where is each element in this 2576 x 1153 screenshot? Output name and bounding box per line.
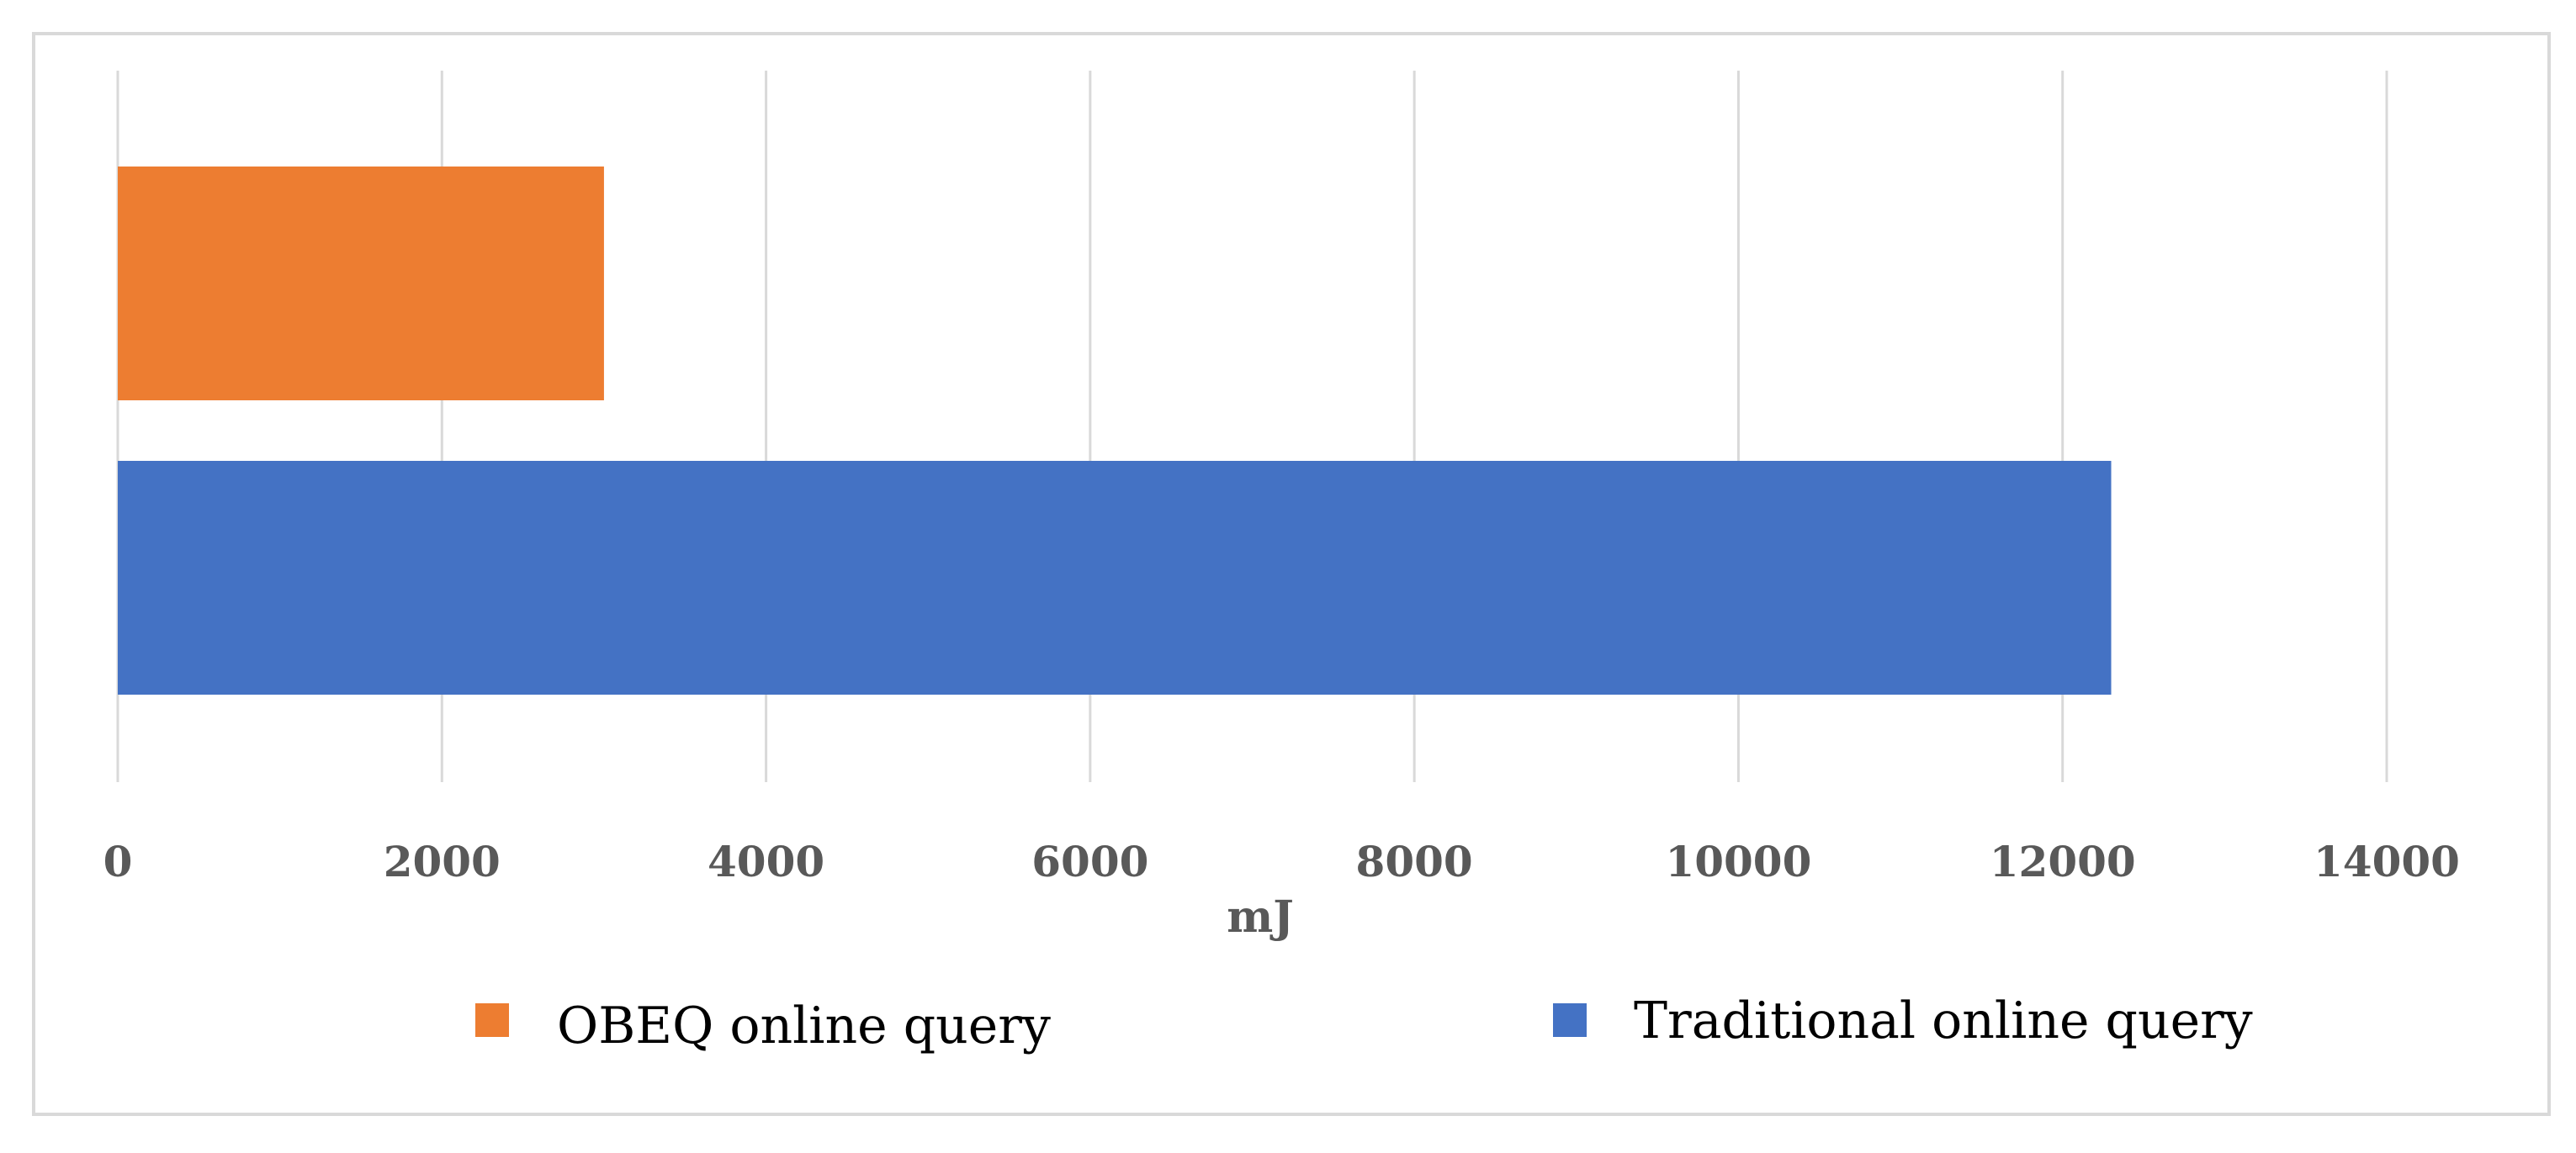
- x-tick-label: 8000: [1356, 837, 1473, 886]
- x-tick-label: 6000: [1031, 837, 1148, 886]
- legend: OBEQ online query Traditional online quer…: [475, 992, 2253, 1055]
- x-tick-label: 12000: [1990, 837, 2136, 886]
- x-axis-title: mJ: [1227, 891, 1294, 943]
- bar-obeq-online-query: [118, 167, 604, 400]
- legend-item: Traditional online query: [1553, 992, 2253, 1050]
- x-tick-label: 4000: [708, 837, 824, 886]
- x-tick-label: 2000: [384, 837, 501, 886]
- legend-swatch: [475, 1003, 509, 1037]
- bar-traditional-online-query: [118, 461, 2112, 695]
- legend-label: Traditional online query: [1634, 992, 2253, 1050]
- x-axis-ticks: 0 2000 4000 6000 8000 10000 12000 14000: [103, 837, 2460, 886]
- legend-swatch: [1553, 1003, 1587, 1037]
- x-tick-label: 10000: [1665, 837, 1811, 886]
- legend-item: OBEQ online query: [475, 997, 1051, 1055]
- bars: [118, 167, 2112, 695]
- x-tick-label: 14000: [2314, 837, 2460, 886]
- x-tick-label: 0: [103, 837, 133, 886]
- legend-label: OBEQ online query: [557, 997, 1051, 1055]
